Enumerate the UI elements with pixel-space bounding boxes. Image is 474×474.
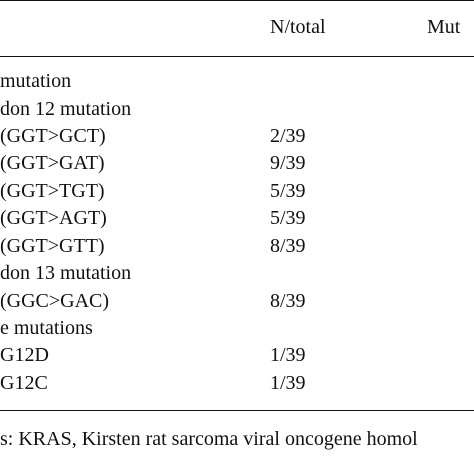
top-rule xyxy=(0,0,474,1)
row-label: don 12 mutation xyxy=(0,98,132,120)
row-label: G12C xyxy=(0,372,48,394)
row-value: 5/39 xyxy=(270,207,306,229)
row-label: (GGT>GCT) xyxy=(0,125,106,147)
row-value: 5/39 xyxy=(270,180,306,202)
row-label: don 13 mutation xyxy=(0,262,132,284)
row-value: 8/39 xyxy=(270,235,306,257)
row-value: 2/39 xyxy=(270,125,306,147)
row-label: (GGT>GTT) xyxy=(0,235,105,257)
row-label: (GGT>AGT) xyxy=(0,207,107,229)
header-ntotal: N/total xyxy=(270,16,326,38)
row-label: (GGC>GAC) xyxy=(0,290,110,312)
row-label: mutation xyxy=(0,70,72,92)
row-value: 9/39 xyxy=(270,152,306,174)
row-value: 1/39 xyxy=(270,344,306,366)
row-label: (GGT>GAT) xyxy=(0,152,105,174)
bottom-rule xyxy=(0,410,474,411)
row-value: 8/39 xyxy=(270,290,306,312)
row-label: (GGT>TGT) xyxy=(0,180,105,202)
header-mutation: Mut xyxy=(427,16,461,38)
row-value: 1/39 xyxy=(270,372,306,394)
header-rule xyxy=(0,56,474,57)
table-footnote: s: KRAS, Kirsten rat sarcoma viral oncog… xyxy=(0,428,418,450)
row-label: G12D xyxy=(0,344,49,366)
row-label: e mutations xyxy=(0,317,93,339)
